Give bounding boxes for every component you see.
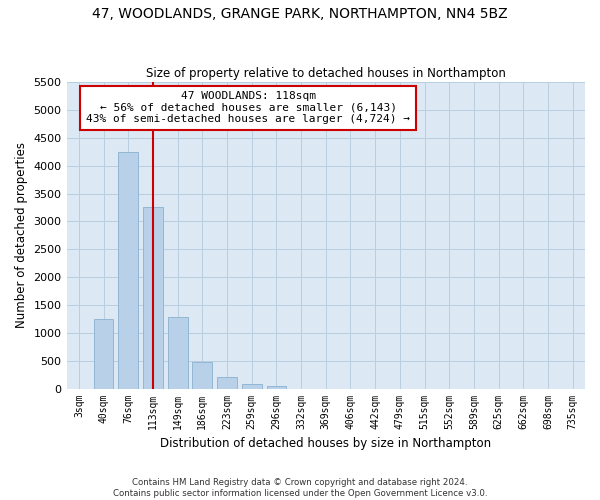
Bar	[168, 317, 188, 388]
Bar	[242, 384, 262, 388]
X-axis label: Distribution of detached houses by size in Northampton: Distribution of detached houses by size …	[160, 437, 491, 450]
Bar	[193, 362, 212, 388]
Bar	[143, 208, 163, 388]
Bar	[118, 152, 138, 388]
Title: Size of property relative to detached houses in Northampton: Size of property relative to detached ho…	[146, 66, 506, 80]
Bar	[94, 319, 113, 388]
Bar	[266, 386, 286, 388]
Text: 47 WOODLANDS: 118sqm
← 56% of detached houses are smaller (6,143)
43% of semi-de: 47 WOODLANDS: 118sqm ← 56% of detached h…	[86, 92, 410, 124]
Text: 47, WOODLANDS, GRANGE PARK, NORTHAMPTON, NN4 5BZ: 47, WOODLANDS, GRANGE PARK, NORTHAMPTON,…	[92, 8, 508, 22]
Text: Contains HM Land Registry data © Crown copyright and database right 2024.
Contai: Contains HM Land Registry data © Crown c…	[113, 478, 487, 498]
Y-axis label: Number of detached properties: Number of detached properties	[15, 142, 28, 328]
Bar	[217, 378, 237, 388]
